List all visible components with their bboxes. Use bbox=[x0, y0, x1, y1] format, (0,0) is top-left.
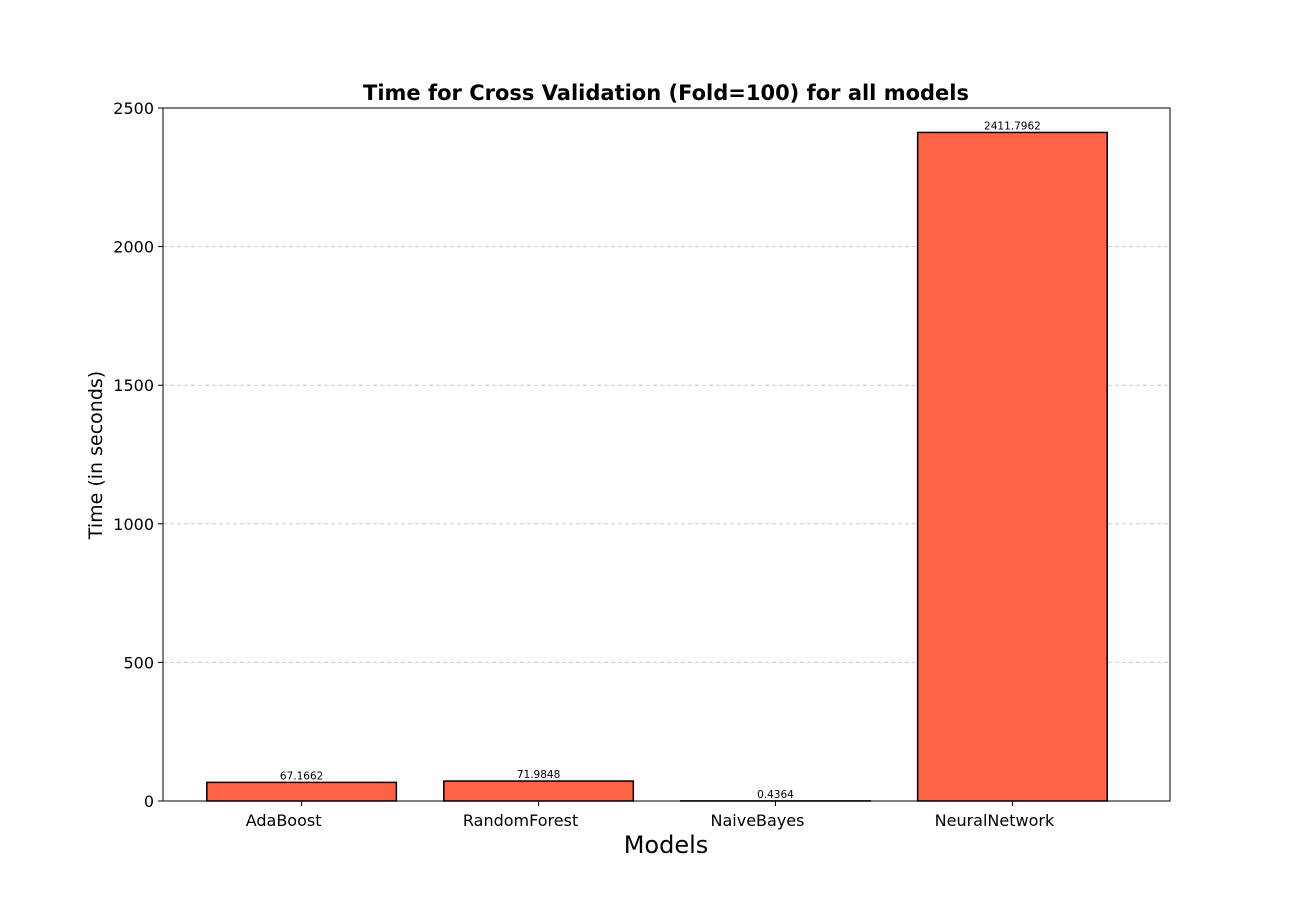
x-tick-label: NeuralNetwork bbox=[935, 811, 1055, 830]
x-axis-label: Models bbox=[624, 831, 709, 859]
bar-adaboost[interactable] bbox=[206, 781, 398, 802]
bar-randomforest[interactable] bbox=[443, 780, 635, 802]
y-tick-label: 1500 bbox=[113, 376, 154, 395]
chart-title: Time for Cross Validation (Fold=100) for… bbox=[363, 81, 969, 105]
bars bbox=[206, 131, 1108, 802]
y-tick-label: 500 bbox=[123, 653, 154, 672]
data-label: 71.9848 bbox=[517, 769, 560, 781]
y-tick-label: 2000 bbox=[113, 238, 154, 257]
y-axis-ticks: 0 500 1000 1500 2000 2500 bbox=[113, 99, 163, 811]
data-labels: 67.1662 71.9848 0.4364 2411.7962 bbox=[280, 120, 1041, 800]
y-tick-label: 1000 bbox=[113, 515, 154, 534]
y-axis-label: Time (in seconds) bbox=[85, 371, 107, 540]
y-tick-label: 0 bbox=[144, 792, 154, 811]
data-label: 67.1662 bbox=[280, 770, 323, 782]
x-tick-label: RandomForest bbox=[463, 811, 578, 830]
bar-neuralnetwork[interactable] bbox=[916, 131, 1108, 802]
data-label: 0.4364 bbox=[757, 789, 794, 801]
x-tick-label: AdaBoost bbox=[246, 811, 322, 830]
x-axis-ticks: AdaBoost RandomForest NaiveBayes NeuralNetw… bbox=[246, 801, 1055, 830]
x-tick-label: NaiveBayes bbox=[711, 811, 805, 830]
data-label: 2411.7962 bbox=[984, 120, 1041, 132]
plot-area-frame bbox=[162, 107, 1171, 802]
y-tick-label: 2500 bbox=[113, 99, 154, 118]
